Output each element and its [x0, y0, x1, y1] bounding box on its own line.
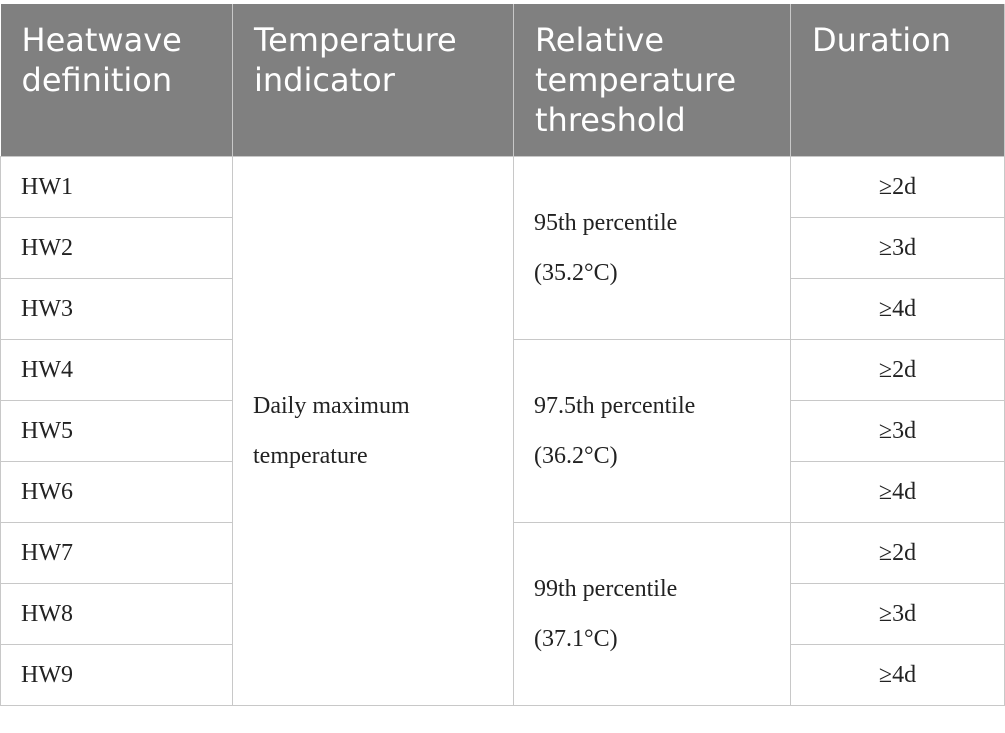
definition-cell: HW8 — [0, 583, 233, 645]
header-cell: Heatwave definition — [0, 4, 233, 157]
duration-cell: ≥2d — [790, 156, 1005, 218]
threshold-cell: 97.5th percentile (36.2°C) — [513, 339, 791, 523]
duration-cell: ≥3d — [790, 583, 1005, 645]
table-row: HW1 Daily maximum temperature 95th percenti… — [0, 156, 1005, 706]
threshold-cell-line: 95th percentile — [534, 210, 678, 236]
duration-cell: ≥3d — [790, 217, 1005, 279]
header-row: Heatwave definition Temperature indicator… — [0, 4, 1005, 157]
table-row: HW5 ≥3d — [0, 400, 1005, 462]
table-body: HW1 Daily maximum temperature 95th percenti… — [0, 156, 1005, 706]
duration-cell: ≥4d — [790, 278, 1005, 340]
table-row: HW9 ≥4d — [0, 644, 1005, 706]
table-row: HW8 ≥3d — [0, 583, 1005, 645]
threshold-cell-line: 97.5th percentile — [534, 393, 696, 419]
definition-cell: HW9 — [0, 644, 233, 706]
threshold-cell: 99th percentile (37.1°C) — [513, 522, 791, 706]
definition-cell: HW6 — [0, 461, 233, 523]
definition-cell: HW7 — [0, 522, 233, 584]
indicator-cell: Daily maximum temperature — [232, 156, 514, 706]
threshold-cell-line: (36.2°C) — [534, 443, 618, 469]
definition-cell: HW4 — [0, 339, 233, 401]
definition-cell: HW3 — [0, 278, 233, 340]
indicator-cell-line: Daily maximum — [253, 393, 410, 419]
duration-cell: ≥2d — [790, 339, 1005, 401]
duration-cell: ≥3d — [790, 400, 1005, 462]
table-head: Heatwave definition Temperature indicator… — [0, 4, 1005, 157]
table-row: HW4 97.5th percentile (36.2°C) ≥2d — [0, 339, 1005, 523]
definition-cell: HW2 — [0, 217, 233, 279]
duration-cell: ≥4d — [790, 644, 1005, 706]
table-row: HW7 99th percentile (37.1°C) ≥2d — [0, 522, 1005, 706]
header-cell: Duration — [790, 4, 1005, 157]
threshold-cell-line: (35.2°C) — [534, 260, 618, 286]
definition-cell: HW5 — [0, 400, 233, 462]
threshold-cell-line: (37.1°C) — [534, 626, 618, 652]
duration-cell: ≥2d — [790, 522, 1005, 584]
table-row: HW6 ≥4d — [0, 461, 1005, 523]
header-cell: Temperature indicator — [232, 4, 514, 157]
header-cell: Relative temperature threshold — [513, 4, 791, 157]
definition-cell: HW1 — [0, 156, 233, 218]
threshold-cell-line: 99th percentile — [534, 576, 678, 602]
table-row: HW2 ≥3d — [0, 217, 1005, 279]
heatwave-table: Heatwave definition Temperature indicator… — [0, 4, 1005, 706]
duration-cell: ≥4d — [790, 461, 1005, 523]
indicator-cell-line: temperature — [253, 443, 368, 469]
threshold-cell: 95th percentile (35.2°C) — [513, 156, 791, 340]
